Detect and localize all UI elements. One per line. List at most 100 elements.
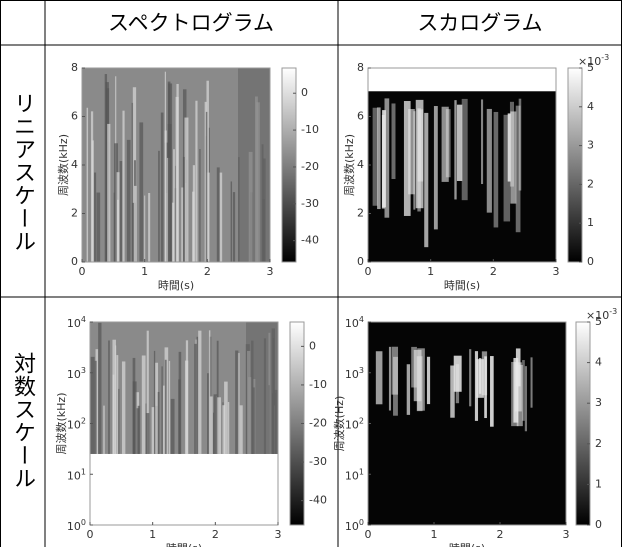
spectrogram-texture	[170, 398, 175, 454]
row-label: リニアスケール	[10, 92, 35, 253]
scalogram-texture	[503, 114, 511, 222]
spectrogram-texture	[227, 402, 230, 454]
y-tick-label: 2	[71, 207, 78, 220]
y-tick-label: 6	[71, 110, 78, 123]
scalogram-texture	[408, 109, 415, 195]
y-tick-label-exp: 0	[359, 518, 364, 527]
y-axis-label: 周波数(kHz)	[55, 393, 68, 455]
y-tick-label: 8	[71, 61, 78, 74]
colorbar-tick-label: 2	[587, 177, 594, 190]
spectrogram-texture	[224, 381, 228, 454]
spectrogram-texture	[145, 413, 150, 454]
x-tick-label: 2	[204, 265, 211, 278]
spectrogram-texture	[136, 408, 140, 454]
spectrogram-texture	[94, 172, 97, 262]
spectrogram-texture	[158, 150, 160, 262]
spectrogram-texture	[116, 172, 120, 262]
scalogram-texture	[515, 105, 521, 233]
colorbar-tick-label: -10	[309, 378, 327, 391]
spectrogram-texture	[103, 405, 105, 454]
scalogram-texture	[413, 111, 416, 210]
spectrogram-texture	[116, 355, 119, 454]
scalogram-texture	[490, 356, 494, 427]
spectrogram-texture	[178, 351, 182, 454]
y-tick-label: 102	[345, 416, 364, 432]
y-tick-label-exp: 2	[359, 416, 364, 425]
spectrogram-texture	[237, 353, 240, 454]
colorbar-tick-label: 3	[587, 139, 594, 152]
colorbar-tick-label: 0	[587, 255, 594, 268]
spectrogram-texture	[131, 102, 134, 262]
spectrogram-texture	[176, 83, 179, 263]
colorbar-scale-exp: -3	[601, 53, 609, 62]
scalogram-texture	[461, 98, 468, 201]
y-tick-label-exp: 0	[81, 518, 86, 527]
spectrogram-texture	[94, 360, 97, 454]
spectrogram-texture	[96, 192, 101, 262]
y-tick-label-exp: 2	[81, 416, 86, 425]
y-tick-label: 103	[345, 365, 364, 381]
spectrogram-texture	[192, 191, 195, 262]
spectrogram-texture	[171, 202, 175, 262]
x-tick-label: 3	[553, 265, 560, 278]
spectrogram-texture	[112, 374, 115, 454]
colorbar-tick-label: -30	[301, 197, 319, 210]
spectrogram-texture	[198, 330, 202, 454]
y-tick-label-exp: 1	[81, 467, 86, 476]
scalogram-texture	[441, 106, 449, 182]
colorbar-scale-base: ×10	[586, 309, 609, 322]
x-tick-label: 3	[275, 528, 282, 541]
spectrogram-texture	[98, 322, 102, 454]
spectrogram-texture	[213, 412, 215, 454]
y-tick-label-base: 10	[67, 520, 81, 533]
scalogram-texture	[415, 99, 424, 209]
x-tick-label: 2	[490, 265, 497, 278]
y-tick-label-base: 10	[345, 469, 359, 482]
scalogram-texture	[403, 101, 411, 216]
scalogram-texture	[384, 98, 390, 218]
colorbar-tick-label: 1	[595, 477, 602, 490]
row-label: 対数スケール	[10, 352, 36, 490]
spectrogram-texture	[239, 405, 243, 454]
y-tick-label: 0	[71, 255, 78, 268]
x-axis-label: 時間(s)	[166, 542, 202, 547]
x-tick-label: 3	[563, 528, 570, 541]
spectrogram-texture	[207, 373, 209, 454]
y-tick-label-base: 10	[345, 520, 359, 533]
y-axis-label: 周波数(kHz)	[57, 134, 70, 196]
spectrogram-texture	[86, 107, 89, 262]
spectrogram-texture	[132, 381, 137, 454]
scalogram-texture	[372, 107, 378, 206]
scalogram-texture	[478, 358, 482, 394]
scalogram-texture	[530, 357, 533, 408]
y-tick-label: 101	[67, 467, 86, 483]
spectrogram-texture	[206, 80, 209, 262]
spectrogram-texture	[133, 185, 137, 262]
spectrogram-texture	[161, 366, 163, 454]
spectrogram-texture	[232, 192, 236, 262]
scalogram-texture	[406, 364, 411, 415]
x-tick-label: 0	[79, 265, 86, 278]
spectrogram-texture	[164, 359, 167, 454]
colorbar-tick-label: 5	[587, 61, 594, 74]
scalogram-image	[368, 322, 566, 525]
spectrogram-texture	[162, 385, 165, 454]
y-tick-label-base: 10	[67, 419, 81, 432]
scalogram-texture	[484, 356, 487, 419]
column-header: スカログラム	[417, 11, 542, 35]
spectrogram-texture	[196, 336, 199, 454]
scalogram-texture	[413, 349, 422, 402]
y-tick-label: 104	[67, 315, 86, 331]
spectrogram-texture	[199, 149, 201, 262]
colorbar-tick-label: 4	[587, 100, 594, 113]
y-tick-label: 4	[71, 158, 78, 171]
scalogram-texture	[424, 112, 429, 248]
scalogram-texture	[450, 365, 455, 418]
scalogram-texture	[454, 100, 457, 200]
scalogram-texture	[382, 110, 386, 208]
scalogram-texture	[388, 346, 392, 411]
colorbar-scale-exp: -3	[609, 307, 617, 316]
scalogram-texture	[426, 356, 431, 405]
spectrogram-texture	[182, 156, 185, 262]
spectrogram-texture	[195, 100, 198, 263]
